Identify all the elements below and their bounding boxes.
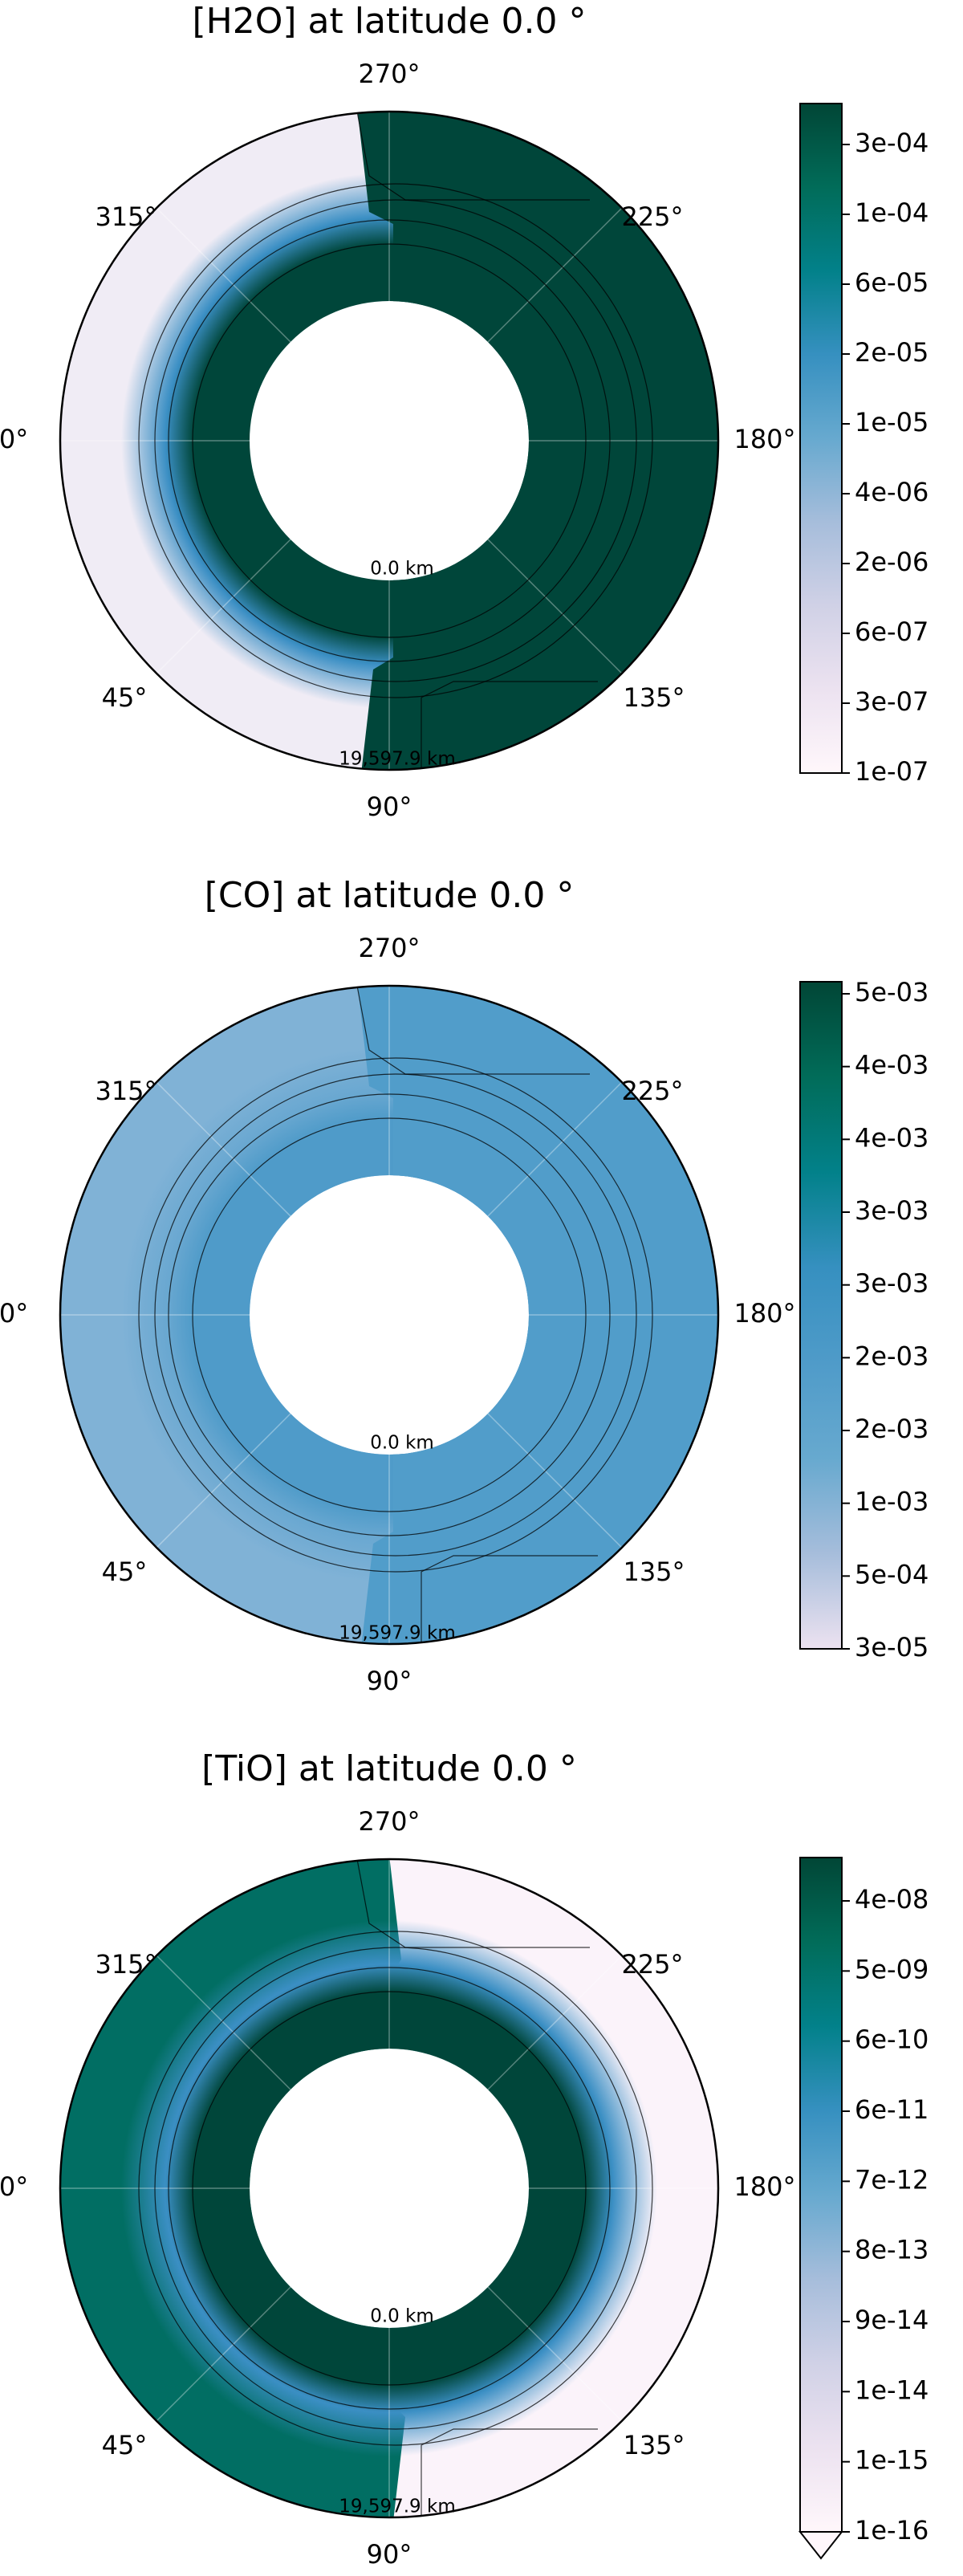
colorbar bbox=[799, 103, 843, 774]
angle-label: 270° bbox=[358, 933, 420, 963]
angle-label: 135° bbox=[623, 682, 685, 713]
angle-label: 0° bbox=[0, 2171, 28, 2202]
contour bbox=[138, 1057, 653, 1573]
angle-label: 90° bbox=[367, 1666, 412, 1696]
day-side bbox=[357, 112, 718, 770]
contour bbox=[356, 986, 590, 1075]
contour bbox=[154, 199, 637, 682]
contour bbox=[356, 1859, 590, 1948]
colorbar-tick-label: 2e-03 bbox=[855, 1414, 928, 1444]
colorbar-tick-label: 2e-05 bbox=[855, 337, 928, 368]
colorbar-tick-label: 6e-07 bbox=[855, 617, 928, 647]
colorbar-tick-label: 5e-03 bbox=[855, 977, 928, 1007]
angle-label: 180° bbox=[733, 2171, 795, 2202]
contour bbox=[192, 243, 587, 638]
angle-label: 315° bbox=[95, 1949, 156, 1980]
radial-label: 19,597.9 km bbox=[339, 749, 455, 770]
contour bbox=[138, 183, 653, 698]
colorbar-tick-label: 1e-07 bbox=[855, 756, 928, 787]
angle-label: 90° bbox=[367, 2539, 412, 2570]
colorbar-tick-label: 2e-03 bbox=[855, 1341, 928, 1371]
colorbar-tick-label: 3e-03 bbox=[855, 1195, 928, 1226]
angle-label: 0° bbox=[0, 424, 28, 454]
polar-outline bbox=[59, 1858, 720, 2519]
colorbar-tick-label: 4e-06 bbox=[855, 477, 928, 507]
chart-title: [H2O] at latitude 0.0 ° bbox=[193, 1, 587, 42]
angle-label: 90° bbox=[367, 792, 412, 822]
colorbar-tick-label: 1e-14 bbox=[855, 2375, 928, 2405]
contour bbox=[356, 112, 590, 201]
angle-label: 180° bbox=[733, 1298, 795, 1329]
angle-label: 45° bbox=[102, 2430, 148, 2460]
radial-label: 19,597.9 km bbox=[339, 1623, 455, 1644]
angle-label: 135° bbox=[623, 1557, 685, 1587]
colorbar-tick-label: 8e-13 bbox=[855, 2235, 928, 2265]
colorbar-tick-label: 4e-08 bbox=[855, 1884, 928, 1915]
colorbar-tick-label: 1e-16 bbox=[855, 2515, 928, 2545]
contour bbox=[192, 1991, 587, 2386]
angle-label: 180° bbox=[733, 424, 795, 454]
day-side bbox=[357, 986, 718, 1644]
angle-label: 225° bbox=[621, 201, 683, 232]
colorbar-tick-label: 3e-05 bbox=[855, 1632, 928, 1662]
contour bbox=[168, 219, 611, 662]
radial-label: 0.0 km bbox=[370, 1433, 434, 1454]
polar-outline bbox=[59, 110, 720, 771]
contour bbox=[138, 1931, 653, 2446]
angle-label: 135° bbox=[623, 2430, 685, 2460]
chart-title: [TiO] at latitude 0.0 ° bbox=[201, 1748, 577, 1789]
colorbar-tick-label: 1e-05 bbox=[855, 407, 928, 437]
polar-outline bbox=[59, 984, 720, 1646]
colorbar-tick-label: 9e-14 bbox=[855, 2305, 928, 2335]
angle-label: 225° bbox=[621, 1949, 683, 1980]
contour bbox=[154, 1947, 637, 2430]
colorbar-tick-label: 5e-09 bbox=[855, 1954, 928, 1984]
colorbar-tick-label: 2e-06 bbox=[855, 547, 928, 577]
radial-label: 19,597.9 km bbox=[339, 2497, 455, 2517]
contour bbox=[421, 1555, 598, 1644]
angle-label: 45° bbox=[102, 682, 148, 713]
angle-label: 270° bbox=[358, 1806, 420, 1837]
colorbar-tick-label: 1e-04 bbox=[855, 197, 928, 228]
contour bbox=[421, 681, 598, 770]
colorbar-tick-label: 4e-03 bbox=[855, 1050, 928, 1080]
colorbar-tick-label: 5e-04 bbox=[855, 1559, 928, 1589]
colorbar-tick-label: 6e-11 bbox=[855, 2094, 928, 2125]
colorbar-tick-label: 7e-12 bbox=[855, 2164, 928, 2195]
colorbar-tick-label: 1e-03 bbox=[855, 1487, 928, 1517]
radial-label: 0.0 km bbox=[370, 2306, 434, 2327]
radial-label: 0.0 km bbox=[370, 559, 434, 580]
colorbar-tick-label: 4e-03 bbox=[855, 1122, 928, 1153]
colorbar-tick-label: 6e-05 bbox=[855, 267, 928, 298]
colorbar bbox=[799, 1857, 843, 2533]
contour bbox=[168, 1093, 611, 1536]
colorbar-tick-label: 3e-07 bbox=[855, 686, 928, 717]
angle-label: 225° bbox=[621, 1076, 683, 1106]
colorbar bbox=[799, 981, 843, 1650]
contour bbox=[192, 1117, 587, 1512]
angle-label: 270° bbox=[358, 59, 420, 89]
chart-title: [CO] at latitude 0.0 ° bbox=[205, 875, 575, 916]
contour bbox=[168, 1967, 611, 2410]
contour bbox=[421, 2428, 598, 2517]
angle-label: 45° bbox=[102, 1557, 148, 1587]
colorbar-tick-label: 1e-15 bbox=[855, 2445, 928, 2476]
angle-label: 315° bbox=[95, 1076, 156, 1106]
colorbar-tick-label: 3e-04 bbox=[855, 128, 928, 158]
angle-label: 0° bbox=[0, 1298, 28, 1329]
contour bbox=[154, 1073, 637, 1557]
colorbar-tick-label: 3e-03 bbox=[855, 1268, 928, 1299]
angle-label: 315° bbox=[95, 201, 156, 232]
colorbar-extension bbox=[798, 2531, 844, 2560]
colorbar-tick-label: 6e-10 bbox=[855, 2025, 928, 2055]
